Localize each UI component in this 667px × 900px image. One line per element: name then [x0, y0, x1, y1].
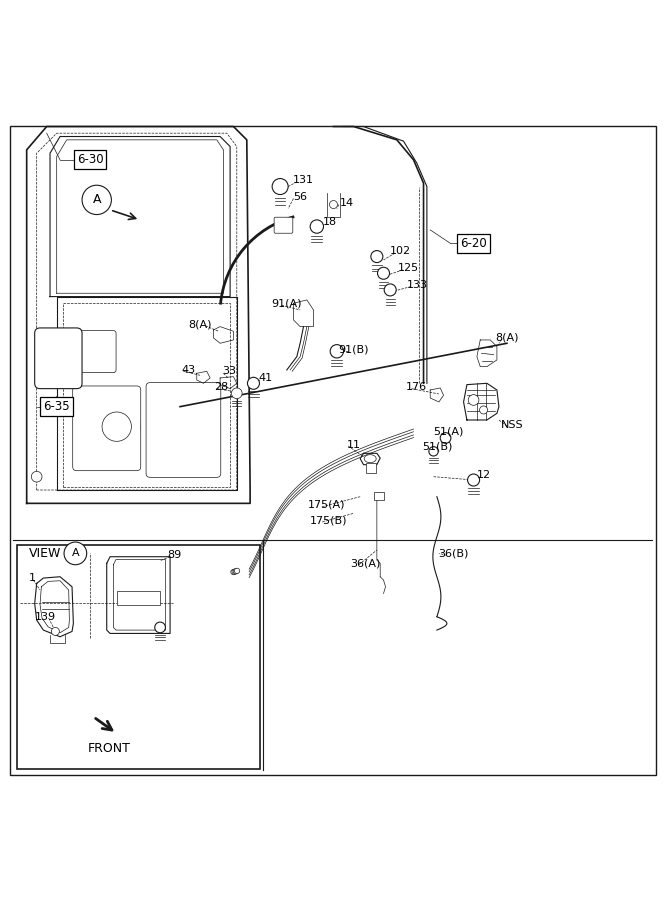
Circle shape [310, 220, 323, 233]
Text: 12: 12 [476, 471, 491, 481]
Text: 11: 11 [347, 440, 360, 450]
Circle shape [384, 284, 396, 296]
Text: 41: 41 [258, 373, 273, 383]
Bar [17, 544, 260, 769]
Circle shape [234, 568, 239, 573]
Text: A: A [93, 194, 101, 206]
Text: 56: 56 [293, 192, 307, 202]
Circle shape [480, 406, 488, 414]
Text: 6-35: 6-35 [43, 400, 70, 413]
Text: 36(A): 36(A) [350, 558, 381, 569]
FancyBboxPatch shape [73, 386, 141, 471]
Text: 133: 133 [406, 280, 428, 290]
Text: 6-30: 6-30 [77, 153, 103, 166]
Circle shape [64, 542, 87, 564]
Circle shape [371, 250, 383, 263]
Text: 175(A): 175(A) [308, 500, 346, 509]
Text: 33: 33 [222, 366, 235, 376]
Text: FRONT: FRONT [87, 742, 130, 755]
Text: 28: 28 [214, 382, 229, 392]
Circle shape [93, 403, 140, 450]
Circle shape [82, 185, 111, 214]
Text: 6-20: 6-20 [460, 237, 487, 249]
Text: 36(B): 36(B) [438, 548, 469, 558]
Circle shape [330, 345, 344, 358]
Circle shape [31, 472, 42, 482]
Text: 8(A): 8(A) [495, 333, 519, 343]
Circle shape [329, 201, 338, 209]
Circle shape [231, 388, 242, 399]
Circle shape [102, 412, 131, 441]
Circle shape [468, 394, 479, 405]
Text: 51(A): 51(A) [433, 427, 464, 436]
Text: VIEW: VIEW [29, 547, 61, 560]
Text: 8(A): 8(A) [188, 320, 212, 329]
Text: 91(A): 91(A) [271, 298, 302, 309]
Circle shape [272, 178, 288, 194]
Text: 18: 18 [323, 217, 338, 227]
Text: 176: 176 [406, 382, 428, 392]
Text: 102: 102 [390, 247, 411, 256]
Text: 43: 43 [181, 365, 195, 375]
Circle shape [51, 627, 59, 635]
Text: 125: 125 [398, 263, 420, 273]
Circle shape [233, 569, 239, 574]
Circle shape [378, 267, 390, 279]
Bar [366, 464, 376, 473]
Text: 175(B): 175(B) [309, 515, 347, 525]
FancyBboxPatch shape [67, 330, 116, 373]
Text: A: A [71, 548, 79, 558]
FancyBboxPatch shape [274, 217, 293, 233]
Ellipse shape [364, 454, 376, 463]
Circle shape [247, 377, 259, 390]
Circle shape [429, 446, 438, 456]
Text: 51(B): 51(B) [422, 442, 453, 452]
Circle shape [155, 622, 165, 633]
Bar [117, 591, 160, 605]
Circle shape [440, 433, 451, 444]
FancyBboxPatch shape [146, 382, 221, 477]
FancyBboxPatch shape [35, 328, 82, 389]
Bar [374, 492, 384, 500]
Text: 14: 14 [340, 198, 354, 208]
Text: 1: 1 [29, 573, 35, 583]
Text: 91(B): 91(B) [338, 345, 369, 355]
Text: NSS: NSS [501, 419, 524, 429]
Text: 139: 139 [35, 612, 56, 622]
Text: 89: 89 [167, 551, 182, 561]
Circle shape [468, 474, 480, 486]
Circle shape [232, 569, 237, 574]
Text: 131: 131 [293, 175, 314, 184]
Circle shape [231, 570, 236, 575]
